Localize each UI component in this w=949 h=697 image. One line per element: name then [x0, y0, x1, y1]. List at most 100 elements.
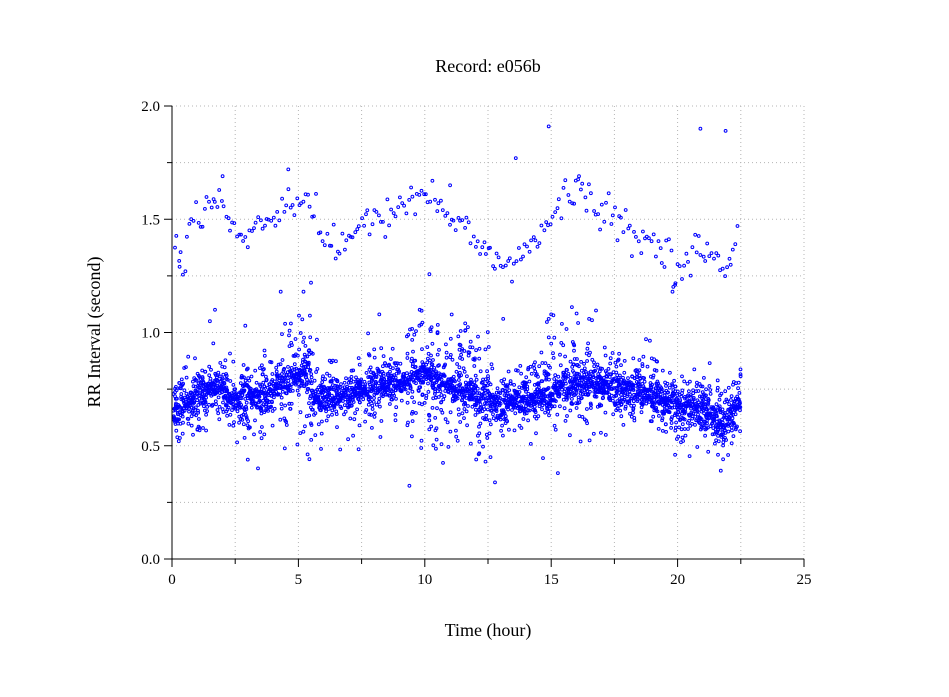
data-point: [675, 402, 680, 406]
data-point: [393, 361, 398, 366]
data-point: [217, 417, 222, 422]
data-point: [716, 253, 721, 258]
data-point: [561, 186, 566, 190]
data-point: [268, 360, 273, 364]
data-point: [610, 213, 615, 218]
data-point: [419, 438, 424, 443]
data-point: [218, 361, 223, 365]
data-point: [355, 378, 360, 382]
data-point: [586, 380, 590, 385]
data-point: [379, 346, 384, 351]
data-point: [476, 334, 480, 339]
data-point: [430, 341, 435, 346]
data-point: [453, 228, 458, 233]
data-point: [407, 483, 412, 488]
data-point: [378, 372, 383, 377]
data-point: [266, 409, 271, 413]
data-point: [533, 408, 537, 413]
data-point: [249, 405, 254, 410]
data-point: [686, 412, 691, 417]
data-point: [295, 388, 300, 393]
data-point: [243, 382, 247, 386]
data-point: [287, 328, 292, 333]
data-point: [546, 335, 551, 340]
data-point: [541, 456, 545, 461]
data-point: [454, 369, 459, 374]
data-point: [714, 438, 718, 443]
data-point: [305, 354, 310, 359]
data-point: [738, 408, 742, 413]
data-point: [188, 391, 193, 396]
data-point: [640, 362, 645, 366]
data-point: [200, 376, 205, 381]
data-point: [666, 398, 670, 403]
data-point: [284, 203, 289, 208]
data-point: [532, 404, 537, 409]
data-point: [178, 250, 183, 255]
x-tick-label: 15: [544, 572, 559, 588]
data-point: [592, 209, 596, 213]
data-point: [515, 368, 520, 373]
data-point: [482, 240, 487, 245]
data-point: [423, 192, 428, 197]
data-point: [651, 414, 656, 419]
data-point: [610, 351, 615, 355]
data-point: [228, 379, 233, 383]
data-point: [723, 129, 728, 133]
data-point: [658, 246, 663, 251]
chart-title: Record: e056b: [435, 56, 540, 76]
data-point: [446, 445, 451, 449]
data-point: [655, 409, 660, 414]
data-point: [302, 335, 306, 340]
data-point: [299, 371, 304, 376]
data-point: [307, 457, 312, 462]
x-tick-label: 20: [670, 572, 685, 588]
data-point: [686, 427, 690, 431]
data-point: [306, 360, 311, 365]
data-point: [623, 208, 628, 212]
data-point: [550, 214, 555, 219]
data-point: [190, 394, 194, 399]
data-point: [355, 227, 360, 232]
data-point: [288, 369, 293, 374]
data-point: [514, 395, 519, 400]
data-point: [177, 259, 182, 263]
data-point: [270, 372, 275, 376]
data-point: [191, 379, 195, 384]
data-point: [725, 265, 729, 270]
data-point: [338, 396, 343, 401]
data-point: [590, 379, 595, 384]
data-point: [439, 198, 443, 203]
data-point: [474, 402, 479, 406]
data-point: [631, 410, 635, 415]
data-point: [523, 380, 528, 385]
data-point: [179, 377, 184, 382]
data-point: [364, 212, 368, 217]
data-point: [370, 222, 375, 227]
data-point: [490, 394, 495, 399]
data-point: [355, 407, 360, 412]
data-point: [176, 439, 181, 444]
data-point: [549, 312, 554, 317]
data-point: [259, 436, 264, 441]
data-point: [720, 266, 725, 271]
data-point: [540, 361, 545, 365]
data-point: [200, 224, 205, 229]
data-point: [468, 339, 473, 344]
data-point: [490, 366, 495, 371]
data-point: [410, 411, 414, 416]
data-point: [591, 375, 596, 380]
data-point: [278, 417, 283, 422]
data-point: [702, 376, 706, 380]
data-point: [295, 442, 300, 447]
data-point: [213, 371, 218, 376]
data-point: [370, 426, 374, 430]
data-point: [436, 384, 441, 389]
data-point: [419, 188, 424, 193]
data-point: [733, 242, 738, 247]
data-point: [173, 390, 177, 395]
data-point: [456, 334, 461, 339]
data-point: [294, 371, 299, 376]
data-point: [417, 193, 422, 197]
data-point: [583, 195, 588, 200]
